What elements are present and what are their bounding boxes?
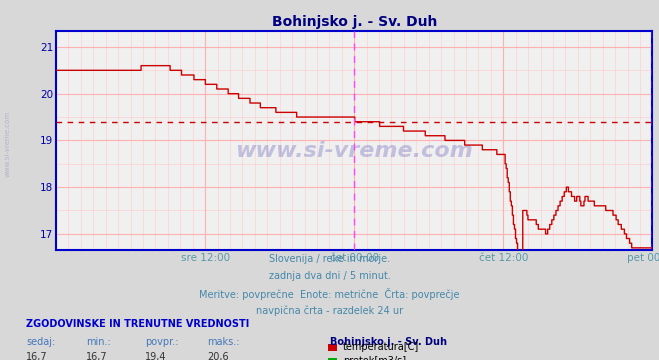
Text: www.si-vreme.com: www.si-vreme.com bbox=[5, 111, 11, 177]
Text: 16,7: 16,7 bbox=[86, 352, 107, 360]
Text: Bohinjsko j. - Sv. Duh: Bohinjsko j. - Sv. Duh bbox=[330, 337, 447, 347]
Text: povpr.:: povpr.: bbox=[145, 337, 179, 347]
Text: navpična črta - razdelek 24 ur: navpična črta - razdelek 24 ur bbox=[256, 306, 403, 316]
Text: 16,7: 16,7 bbox=[26, 352, 48, 360]
Text: 19,4: 19,4 bbox=[145, 352, 167, 360]
Text: sedaj:: sedaj: bbox=[26, 337, 55, 347]
Title: Bohinjsko j. - Sv. Duh: Bohinjsko j. - Sv. Duh bbox=[272, 15, 437, 30]
Text: Slovenija / reke in morje.: Slovenija / reke in morje. bbox=[269, 254, 390, 264]
Text: Meritve: povprečne  Enote: metrične  Črta: povprečje: Meritve: povprečne Enote: metrične Črta:… bbox=[199, 288, 460, 300]
Text: 20,6: 20,6 bbox=[208, 352, 229, 360]
Text: maks.:: maks.: bbox=[208, 337, 240, 347]
Text: temperatura[C]: temperatura[C] bbox=[343, 342, 419, 352]
Text: www.si-vreme.com: www.si-vreme.com bbox=[235, 141, 473, 161]
Text: zadnja dva dni / 5 minut.: zadnja dva dni / 5 minut. bbox=[269, 271, 390, 281]
Text: ZGODOVINSKE IN TRENUTNE VREDNOSTI: ZGODOVINSKE IN TRENUTNE VREDNOSTI bbox=[26, 319, 250, 329]
Text: min.:: min.: bbox=[86, 337, 111, 347]
Text: pretok[m3/s]: pretok[m3/s] bbox=[343, 356, 406, 360]
